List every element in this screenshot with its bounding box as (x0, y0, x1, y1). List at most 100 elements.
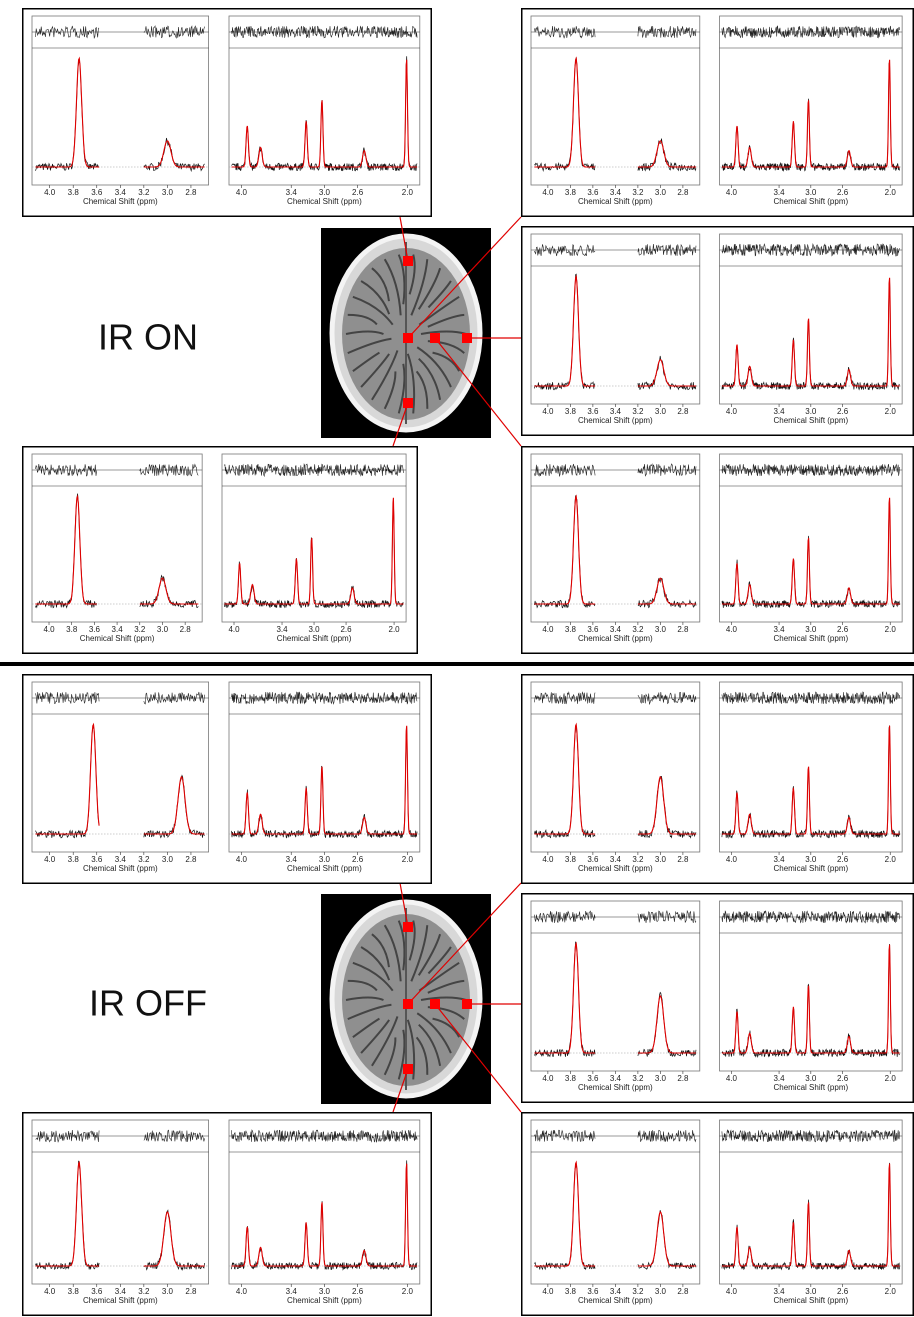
x-tick-label: 2.6 (837, 407, 849, 416)
residual (534, 909, 697, 924)
spectrum-panel: 4.0 3.8 3.6 3.4 3.2 3.0 2.8 Chemical Shift (ppm… (22, 8, 432, 217)
spectrum-fit (721, 497, 900, 605)
residual (721, 1129, 900, 1143)
brain-sulcus (427, 946, 452, 975)
x-tick-label: 3.4 (610, 188, 622, 197)
x-tick-label: 4.0 (542, 855, 554, 864)
x-tick-label: 3.2 (632, 1074, 644, 1083)
brain-sulcus (416, 1012, 452, 1054)
condition-label: IR OFF (89, 983, 207, 1024)
spectrum-fit (534, 274, 696, 387)
x-tick-label: 2.6 (837, 188, 849, 197)
x-tick-label: 4.0 (236, 1287, 248, 1296)
x-tick-label: 2.8 (677, 1074, 689, 1083)
condition-label: IR ON (98, 317, 198, 358)
x-tick-label: 3.0 (805, 855, 817, 864)
x-tick-label: 3.4 (610, 625, 622, 634)
x-tick-label: 2.8 (180, 625, 192, 634)
x-tick-label: 2.0 (402, 855, 414, 864)
x-tick-label: 4.0 (43, 625, 55, 634)
x-tick-label: 2.0 (402, 1287, 414, 1296)
x-tick-label: 2.6 (837, 855, 849, 864)
x-tick-label: 3.4 (610, 407, 622, 416)
x-tick-label: 2.6 (352, 188, 364, 197)
divider (0, 662, 914, 666)
x-axis-label: Chemical Shift (ppm) (773, 197, 848, 206)
spectrum-fit (35, 1160, 205, 1267)
voxel-marker (403, 398, 413, 408)
residual (721, 243, 900, 257)
brain-sulcus (410, 925, 429, 982)
x-tick-label: 3.8 (565, 188, 577, 197)
brain-sulcus (345, 996, 384, 1001)
residual (224, 463, 404, 478)
x-tick-label: 2.6 (837, 1287, 849, 1296)
brain-sulcus (397, 254, 406, 305)
x-tick-label: 3.0 (655, 188, 667, 197)
brain-sulcus (427, 280, 452, 309)
brain-sulcus (408, 920, 416, 961)
x-tick-label: 3.4 (286, 1287, 298, 1296)
panel-frame (521, 226, 914, 436)
residual (534, 243, 697, 257)
x-tick-label: 4.0 (236, 188, 248, 197)
voxel-marker (462, 999, 472, 1009)
brain-sulcus (418, 357, 442, 401)
connector (392, 402, 409, 447)
panel-frame (521, 8, 914, 217)
x-tick-label: 3.4 (773, 1287, 785, 1296)
x-axis-label: Chemical Shift (ppm) (773, 1296, 848, 1305)
x-tick-label: 2.0 (389, 625, 401, 634)
residual (35, 1129, 205, 1143)
x-tick-label: 3.6 (587, 855, 599, 864)
x-tick-label: 3.2 (134, 625, 146, 634)
x-axis-label: Chemical Shift (ppm) (83, 1296, 158, 1305)
x-tick-label: 3.6 (91, 1287, 103, 1296)
x-tick-label: 2.8 (677, 188, 689, 197)
spectrum-fit (534, 494, 696, 605)
x-tick-label: 4.0 (44, 1287, 56, 1296)
brain-sulcus (406, 353, 416, 414)
x-tick-label: 2.0 (885, 625, 897, 634)
x-tick-label: 3.6 (587, 625, 599, 634)
spectrum-fit (231, 725, 418, 835)
x-tick-label: 3.2 (632, 1287, 644, 1296)
spectrum-measured (35, 493, 199, 609)
spectrum-panel: 4.0 3.8 3.6 3.4 3.2 3.0 2.8 Chemical Shift (ppm… (521, 226, 914, 436)
x-tick-label: 2.6 (352, 1287, 364, 1296)
spectrum-fit (231, 59, 418, 168)
connector (407, 882, 522, 1005)
x-tick-label: 2.0 (885, 855, 897, 864)
x-axis-label: Chemical Shift (ppm) (287, 1296, 362, 1305)
spectrum-fit (721, 277, 900, 387)
spectrum-fit (721, 59, 900, 168)
x-tick-label: 3.0 (308, 625, 320, 634)
spectrum-fit (721, 1163, 900, 1267)
residual (35, 691, 205, 705)
spectrum-fit (224, 497, 404, 605)
x-tick-label: 3.6 (587, 1074, 599, 1083)
x-axis-label: Chemical Shift (ppm) (287, 197, 362, 206)
x-axis-label: Chemical Shift (ppm) (578, 864, 653, 873)
x-tick-label: 3.0 (805, 625, 817, 634)
x-tick-label: 4.0 (726, 855, 738, 864)
x-tick-label: 3.4 (286, 188, 298, 197)
brain-sulcus (383, 371, 397, 410)
spectrum-fit (35, 56, 205, 168)
x-tick-label: 3.4 (773, 407, 785, 416)
panel-frame (22, 8, 432, 217)
x-axis-label: Chemical Shift (ppm) (277, 634, 352, 643)
brain-sulcus (427, 979, 465, 994)
brain-sulcus (410, 259, 429, 316)
x-tick-label: 4.0 (726, 407, 738, 416)
x-tick-label: 3.2 (138, 1287, 150, 1296)
panel-frame (22, 674, 432, 884)
connector (392, 1068, 409, 1113)
x-tick-label: 2.6 (340, 625, 352, 634)
spectrum-panel: 4.0 3.8 3.6 3.4 3.2 3.0 2.8 Chemical Shift (ppm… (521, 8, 914, 217)
x-tick-label: 2.0 (885, 1287, 897, 1296)
brain-sulcus (416, 346, 452, 388)
panel-frame (22, 446, 418, 654)
x-tick-label: 3.2 (632, 188, 644, 197)
x-tick-label: 3.0 (805, 1074, 817, 1083)
